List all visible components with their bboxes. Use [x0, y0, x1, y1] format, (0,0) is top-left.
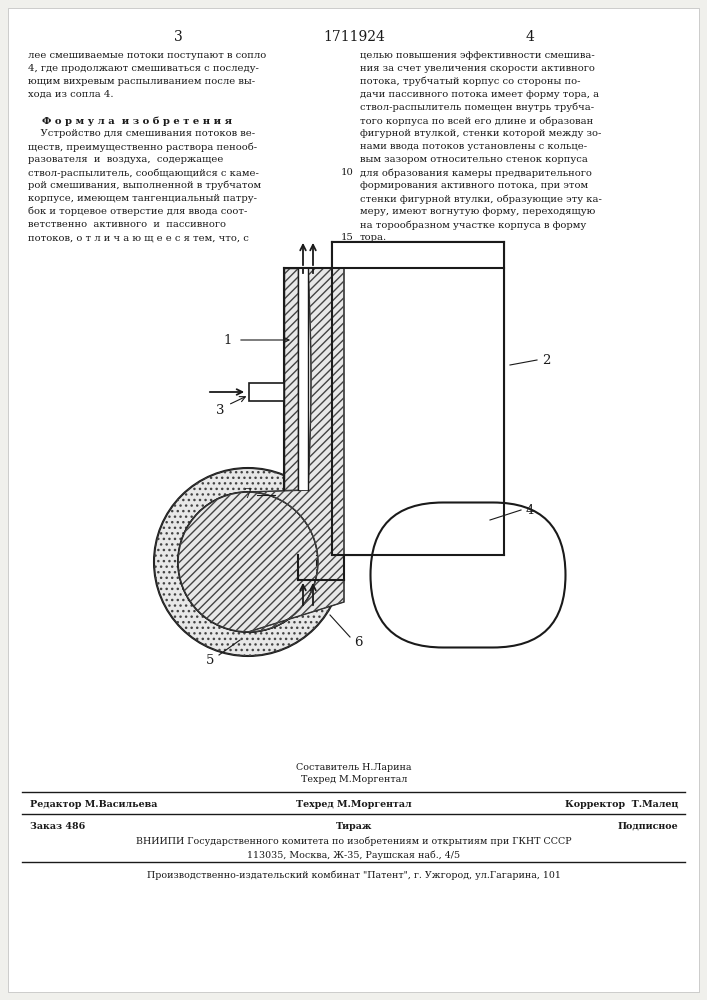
Bar — [284, 268, 298, 490]
Bar — [284, 268, 298, 490]
Text: Производственно-издательский комбинат "Патент", г. Ужгород, ул.Гагарина, 101: Производственно-издательский комбинат "П… — [147, 870, 561, 880]
Text: ВНИИПИ Государственного комитета по изобретениям и открытиям при ГКНТ СССР: ВНИИПИ Государственного комитета по изоб… — [136, 837, 572, 846]
Text: Тираж: Тираж — [336, 822, 373, 831]
Text: 1: 1 — [224, 334, 232, 347]
Text: Корректор  Т.Малец: Корректор Т.Малец — [565, 800, 678, 809]
Text: 6: 6 — [354, 636, 362, 648]
Text: на торообразном участке корпуса в форму: на торообразном участке корпуса в форму — [360, 220, 586, 230]
Text: стенки фигурной втулки, образующие эту ка-: стенки фигурной втулки, образующие эту к… — [360, 194, 602, 204]
Text: 5: 5 — [206, 654, 214, 666]
Text: того корпуса по всей его длине и образован: того корпуса по всей его длине и образов… — [360, 116, 593, 125]
Text: Ф о р м у л а  и з о б р е т е н и я: Ф о р м у л а и з о б р е т е н и я — [28, 116, 232, 125]
Text: для образования камеры предварительного: для образования камеры предварительного — [360, 168, 592, 178]
Text: Техред М.Моргентал: Техред М.Моргентал — [300, 775, 407, 784]
Text: 3: 3 — [174, 30, 182, 44]
Circle shape — [178, 492, 318, 632]
Text: формирования активного потока, при этом: формирования активного потока, при этом — [360, 181, 588, 190]
Text: 15: 15 — [341, 233, 354, 242]
Text: Составитель Н.Ларина: Составитель Н.Ларина — [296, 763, 411, 772]
Bar — [249, 383, 284, 401]
Text: 7: 7 — [244, 488, 252, 502]
Text: 3: 3 — [216, 403, 224, 416]
Text: фигурной втулкой, стенки которой между зо-: фигурной втулкой, стенки которой между з… — [360, 129, 602, 138]
Text: 4: 4 — [526, 504, 534, 516]
Text: меру, имеют вогнутую форму, переходящую: меру, имеют вогнутую форму, переходящую — [360, 207, 595, 216]
Text: ствол-распылитель, сообщающийся с каме-: ствол-распылитель, сообщающийся с каме- — [28, 168, 259, 178]
Circle shape — [178, 492, 318, 632]
Text: хода из сопла 4.: хода из сопла 4. — [28, 90, 114, 99]
Text: потока, трубчатый корпус со стороны по-: потока, трубчатый корпус со стороны по- — [360, 77, 580, 87]
Text: Редактор М.Васильева: Редактор М.Васильева — [30, 800, 158, 809]
Circle shape — [154, 468, 342, 656]
Text: потоков, о т л и ч а ю щ е е с я тем, что, с: потоков, о т л и ч а ю щ е е с я тем, чт… — [28, 233, 249, 242]
Text: разователя  и  воздуха,  содержащее: разователя и воздуха, содержащее — [28, 155, 223, 164]
Text: корпусе, имеющем тангенциальный патру-: корпусе, имеющем тангенциальный патру- — [28, 194, 257, 203]
Text: Заказ 486: Заказ 486 — [30, 822, 86, 831]
Polygon shape — [248, 268, 344, 632]
Text: целью повышения эффективности смешива-: целью повышения эффективности смешива- — [360, 51, 595, 60]
Bar — [332, 242, 504, 555]
Text: дачи пассивного потока имеет форму тора, а: дачи пассивного потока имеет форму тора,… — [360, 90, 599, 99]
Text: 10: 10 — [341, 168, 354, 177]
Text: 4, где продолжают смешиваться с последу-: 4, где продолжают смешиваться с последу- — [28, 64, 259, 73]
Bar — [298, 268, 308, 490]
Text: ния за счет увеличения скорости активного: ния за счет увеличения скорости активног… — [360, 64, 595, 73]
Text: 1711924: 1711924 — [323, 30, 385, 44]
FancyBboxPatch shape — [370, 502, 566, 648]
Text: нами ввода потоков установлены с кольце-: нами ввода потоков установлены с кольце- — [360, 142, 587, 151]
Text: Подписное: Подписное — [617, 822, 678, 831]
Text: Техред М.Моргентал: Техред М.Моргентал — [296, 800, 411, 809]
Text: ществ, преимущественно раствора пенооб-: ществ, преимущественно раствора пенооб- — [28, 142, 257, 151]
Text: тора.: тора. — [360, 233, 387, 242]
Bar — [332, 242, 504, 555]
Text: рой смешивания, выполненной в трубчатом: рой смешивания, выполненной в трубчатом — [28, 181, 261, 190]
Text: 2: 2 — [542, 354, 550, 366]
Text: Устройство для смешивания потоков ве-: Устройство для смешивания потоков ве- — [28, 129, 255, 138]
Text: лее смешиваемые потоки поступают в сопло: лее смешиваемые потоки поступают в сопло — [28, 51, 267, 60]
Text: 113035, Москва, Ж-35, Раушская наб., 4/5: 113035, Москва, Ж-35, Раушская наб., 4/5 — [247, 850, 460, 859]
Text: ющим вихревым распыливанием после вы-: ющим вихревым распыливанием после вы- — [28, 77, 255, 86]
Text: ветственно  активного  и  пассивного: ветственно активного и пассивного — [28, 220, 226, 229]
Text: вым зазором относительно стенок корпуса: вым зазором относительно стенок корпуса — [360, 155, 588, 164]
Text: бок и торцевое отверстие для ввода соот-: бок и торцевое отверстие для ввода соот- — [28, 207, 247, 217]
FancyBboxPatch shape — [8, 8, 699, 992]
Text: 4: 4 — [525, 30, 534, 44]
Text: ствол-распылитель помещен внутрь трубча-: ствол-распылитель помещен внутрь трубча- — [360, 103, 594, 112]
